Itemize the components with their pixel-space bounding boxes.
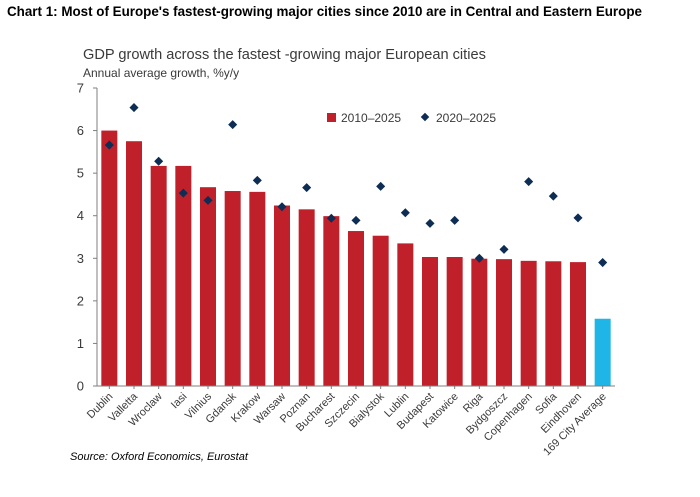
marker-point [400, 208, 410, 218]
marker-point [425, 218, 435, 228]
marker-point [203, 195, 213, 205]
source-note: Source: Oxford Economics, Eurostat [70, 451, 248, 463]
bar [520, 260, 537, 386]
chart-title: GDP growth across the fastest -growing m… [83, 47, 486, 63]
marker-point [524, 177, 534, 187]
bar [422, 257, 438, 386]
legend-marker-swatch [420, 112, 430, 122]
bar [323, 216, 340, 386]
bar [397, 243, 414, 386]
average-bar [594, 318, 611, 386]
y-tick-label: 0 [77, 379, 84, 394]
y-tick-label: 2 [77, 293, 84, 308]
legend-bar-swatch [327, 113, 336, 122]
bar [126, 141, 142, 386]
y-tick-label: 6 [77, 123, 84, 138]
marker-point [252, 175, 262, 185]
bar [249, 191, 266, 386]
y-tick-label: 1 [77, 336, 84, 351]
marker-point [499, 244, 509, 254]
bar [150, 165, 167, 386]
bar [471, 258, 488, 386]
marker-point [129, 103, 139, 113]
bar [496, 259, 512, 386]
y-axis-label: Annual average growth, %y/y [83, 66, 239, 80]
y-tick-label: 4 [77, 208, 84, 223]
marker-point [450, 215, 460, 225]
marker-point [154, 156, 164, 166]
bar-series [101, 130, 611, 386]
bar [175, 165, 192, 386]
y-tick-label: 7 [77, 81, 84, 96]
legend-bar-label: 2010–2025 [341, 111, 401, 125]
marker-point [178, 188, 188, 198]
marker-point [302, 183, 312, 193]
bar [348, 231, 364, 386]
page-title: Chart 1: Most of Europe's fastest-growin… [7, 4, 642, 19]
bar [570, 262, 586, 386]
bar [446, 257, 463, 386]
marker-point [228, 120, 238, 130]
legend-marker-label: 2020–2025 [436, 111, 496, 125]
bar [200, 187, 216, 386]
marker-point [598, 258, 608, 268]
legend: 2010–2025 2020–2025 [327, 111, 496, 125]
y-axis: 0 1 2 3 4 5 6 7 [77, 81, 98, 394]
marker-point [573, 213, 583, 223]
marker-point [326, 213, 336, 223]
bar [224, 191, 241, 386]
x-tick-label: Iasi [169, 391, 190, 412]
bar [545, 261, 562, 386]
bar [101, 130, 118, 386]
bar [372, 235, 389, 386]
marker-point [104, 140, 114, 150]
bar [298, 209, 315, 386]
y-tick-label: 3 [77, 251, 84, 266]
y-tick-label: 5 [77, 166, 84, 181]
marker-point [376, 181, 386, 191]
marker-point [351, 215, 361, 225]
marker-point [548, 191, 558, 201]
bar [274, 205, 290, 386]
